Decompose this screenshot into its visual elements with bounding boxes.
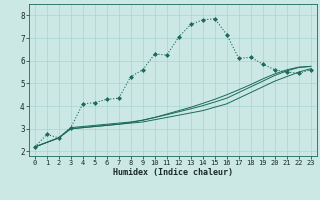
X-axis label: Humidex (Indice chaleur): Humidex (Indice chaleur) (113, 168, 233, 177)
